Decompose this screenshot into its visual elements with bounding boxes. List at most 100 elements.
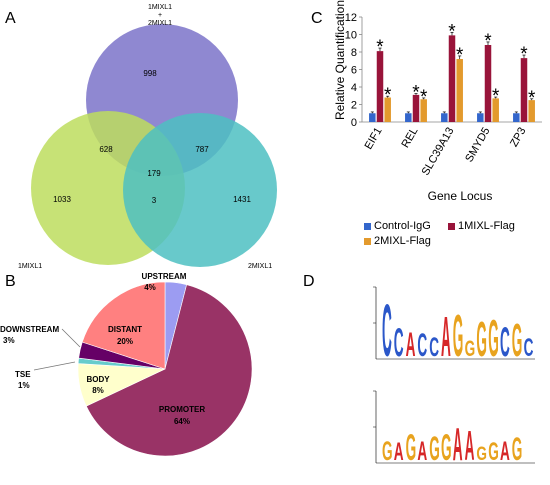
motif-letter: G	[488, 311, 499, 368]
venn-count-right-only: 1431	[233, 195, 251, 204]
bar-1mixl-flag-slc39a13	[448, 35, 456, 122]
bar-control-igg-smyd5	[477, 113, 484, 122]
panel-letter-c: C	[311, 10, 323, 27]
bar-control-igg-eif1	[369, 113, 376, 122]
significance-star: *	[420, 87, 428, 108]
pie-slice-distant	[81, 281, 166, 370]
pie-pct-tse: 1%	[18, 381, 30, 390]
motif-letter: G	[429, 428, 440, 467]
y-axis-label: Relative Quantification	[333, 0, 347, 120]
significance-star: *	[412, 83, 420, 104]
y-tick-label: 10	[345, 30, 357, 42]
venn-right-label: 2MIXL1	[248, 263, 272, 270]
x-tick-label: REL	[400, 126, 421, 151]
legend-label-2mixl: 2MIXL-Flag	[374, 235, 431, 247]
significance-star: *	[456, 45, 464, 66]
x-axis-label: Gene Locus	[428, 189, 493, 203]
motif-letter: G	[382, 436, 393, 466]
motif-letter: C	[429, 332, 439, 362]
venn-count-top-left: 628	[99, 145, 113, 154]
x-tick-label: EIF1	[363, 126, 385, 152]
motif-letter: A	[465, 422, 475, 469]
motif-letter: C	[394, 321, 404, 365]
bar-1mixl-flag-rel	[412, 94, 420, 122]
bar-control-igg-rel	[405, 113, 412, 122]
leader-line-tse	[33, 361, 76, 371]
venn-count-top-only: 998	[143, 69, 157, 78]
motif-letter: G	[476, 443, 487, 465]
y-tick-label: 12	[345, 12, 357, 24]
venn-top-label-line3: 2MIXL1	[148, 20, 172, 27]
motif-letter: G	[488, 439, 499, 466]
bar-1mixl-flag-eif1	[376, 51, 384, 122]
motif-letter: A	[500, 436, 510, 466]
legend-swatch-2mixl	[364, 237, 371, 245]
significance-star: *	[376, 37, 384, 58]
bar-2mixl-flag-zp3	[528, 100, 535, 122]
significance-star: *	[492, 86, 500, 107]
motif-letter: G	[512, 315, 523, 367]
motif-letter: G	[453, 304, 464, 370]
motif-letter: A	[453, 419, 463, 471]
motif-letter: A	[417, 436, 427, 466]
pie-pct-promoter: 64%	[174, 417, 190, 426]
pie-chart: UPSTREAM 4% DISTANT 20% DOWNSTREAM 3% TS…	[0, 272, 253, 457]
venn-diagram: 1MIXL1 + 2MIXL1 1MIXL1 2MIXL1 998 1033 1…	[18, 4, 277, 270]
legend-swatch-1mixl	[448, 222, 455, 230]
motif-letter: A	[406, 324, 416, 363]
significance-star: *	[528, 88, 536, 109]
motif-letter: C	[382, 291, 392, 373]
pie-pct-body: 8%	[92, 386, 104, 395]
pie-label-promoter: PROMOTER	[159, 405, 205, 414]
pie-label-downstream: DOWNSTREAM	[0, 325, 59, 334]
motif-letter: G	[476, 311, 487, 367]
legend-label-control: Control-IgG	[374, 220, 431, 232]
bar-2mixl-flag-eif1	[384, 97, 391, 122]
x-tick-label: ZP3	[508, 126, 528, 149]
venn-count-left-right: 3	[152, 196, 157, 205]
pie-label-distant: DISTANT	[108, 325, 142, 334]
pie-slice-promoter	[85, 284, 253, 457]
motif-letter: C	[500, 318, 510, 365]
bar-control-igg-zp3	[513, 113, 520, 122]
panel-letter-b: B	[5, 273, 16, 290]
significance-star: *	[484, 31, 492, 52]
motif-letter: G	[512, 433, 523, 468]
significance-star: *	[448, 21, 456, 42]
y-tick-label: 8	[351, 47, 357, 59]
y-tick-label: 0	[351, 117, 357, 129]
motif-letter: A	[394, 439, 404, 466]
panel-letter-a: A	[5, 10, 16, 27]
pie-pct-downstream: 3%	[3, 336, 15, 345]
leader-line-downstream	[61, 328, 81, 348]
panel-letter-d: D	[303, 273, 315, 290]
venn-left-label: 1MIXL1	[18, 263, 42, 270]
bar-1mixl-flag-smyd5	[484, 45, 492, 122]
venn-top-label-line2: +	[158, 12, 162, 19]
legend-item-1mixl: 1MIXL-Flag	[448, 220, 515, 232]
venn-top-label-line1: 1MIXL1	[148, 4, 172, 11]
bar-2mixl-flag-slc39a13	[456, 59, 463, 122]
y-tick-label: 2	[351, 100, 357, 112]
legend-item-control: Control-IgG	[364, 220, 431, 232]
legend-label-1mixl: 1MIXL-Flag	[458, 220, 515, 232]
significance-star: *	[520, 44, 528, 65]
venn-count-top-right: 787	[195, 145, 209, 154]
venn-circle-right	[123, 113, 277, 267]
x-tick-label: SLC39A13	[420, 126, 457, 178]
y-tick-label: 6	[351, 65, 357, 77]
motif-letter: G	[441, 427, 452, 468]
bar-1mixl-flag-zp3	[520, 58, 528, 122]
pie-pct-upstream: 4%	[144, 283, 156, 292]
pie-label-upstream: UPSTREAM	[142, 272, 187, 281]
bar-control-igg-slc39a13	[441, 113, 448, 122]
pie-label-tse: TSE	[15, 370, 31, 379]
bar-chart: Relative Quantification Gene Locus 0 2 4 6 8…	[333, 0, 542, 203]
motif-letter: C	[524, 335, 534, 362]
venn-count-left-only: 1033	[53, 195, 71, 204]
significance-star: *	[384, 85, 392, 106]
motif-letter: G	[465, 336, 476, 361]
legend-swatch-control	[364, 222, 371, 230]
